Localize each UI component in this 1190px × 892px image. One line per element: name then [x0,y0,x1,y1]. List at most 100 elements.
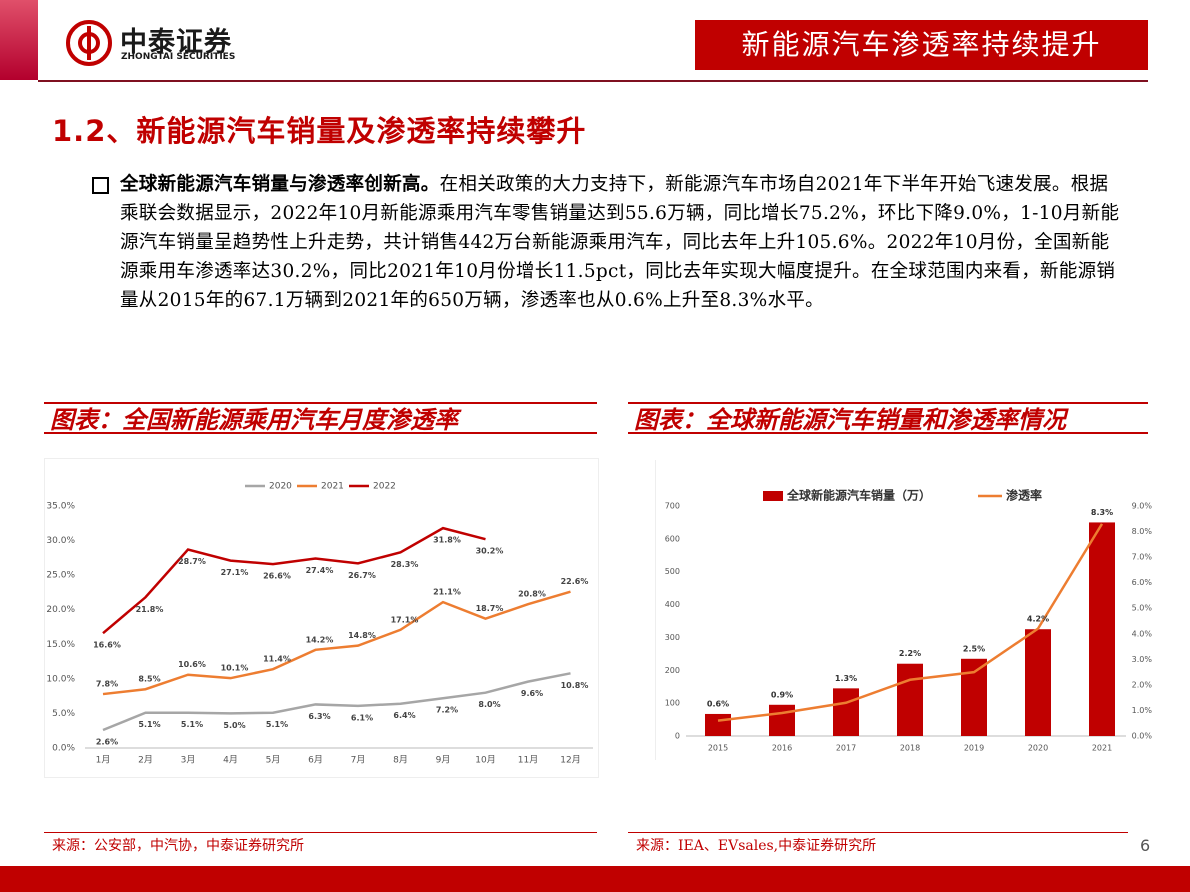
legend-label: 全球新能源汽车销量（万） [786,488,931,503]
x-tick-label: 2017 [836,744,856,753]
data-label: 18.7% [476,604,504,613]
y-tick-label: 300 [665,633,680,642]
logo-bar [87,26,91,60]
x-tick-label: 11月 [518,755,538,766]
data-label: 2.6% [96,738,118,747]
data-label: 30.2% [476,547,504,556]
x-tick-label: 4月 [223,755,238,766]
x-tick-label: 1月 [96,755,111,766]
x-tick-label: 2016 [772,744,792,753]
logo-ring [66,20,112,66]
data-label: 1.3% [835,674,857,683]
data-label: 16.6% [93,641,121,650]
data-label: 21.8% [136,605,164,614]
logo-subtext: ZHONGTAI SECURITIES [121,52,236,62]
data-label: 5.1% [181,720,203,729]
y-tick-label: 25.0% [46,571,75,581]
bar [961,658,987,736]
data-label: 8.3% [1091,508,1113,517]
data-label: 10.6% [178,660,206,669]
y2-tick-label: 2.0% [1132,680,1153,689]
x-tick-label: 10月 [475,755,495,766]
data-label: 0.6% [707,699,729,708]
data-label: 10.1% [221,664,249,673]
data-label: 20.8% [518,590,546,599]
legend-label: 2022 [373,482,396,492]
data-label: 26.7% [348,571,376,580]
x-tick-label: 12月 [560,755,580,766]
x-tick-label: 6月 [308,755,323,766]
data-label: 10.8% [561,681,589,690]
source-note: 来源：IEA、EVsales,中泰证券研究所 [628,832,1128,858]
y2-tick-label: 9.0% [1132,502,1153,511]
legend-label: 2021 [321,482,344,492]
data-label: 7.2% [436,706,458,715]
y2-tick-label: 5.0% [1132,604,1153,613]
data-label: 28.3% [391,560,419,569]
data-label: 6.4% [393,711,415,720]
data-label: 14.8% [348,631,376,640]
y-tick-label: 200 [665,666,680,675]
legend-swatch [763,491,783,501]
bar [1089,522,1115,736]
logo-text: 中泰证券 [120,27,232,58]
series-line [102,672,571,732]
data-label: 8.0% [478,700,500,709]
data-label: 17.1% [391,615,419,624]
y2-tick-label: 4.0% [1132,629,1153,638]
footer-bar [0,866,1190,892]
data-label: 14.2% [306,635,334,644]
y-tick-label: 100 [665,699,680,708]
data-label: 8.5% [138,675,160,684]
paragraph-lead: 全球新能源汽车销量与渗透率创新高。 [120,174,440,195]
bar [833,688,859,736]
y2-tick-label: 3.0% [1132,655,1153,664]
paragraph: 全球新能源汽车销量与渗透率创新高。在相关政策的大力支持下，新能源汽车市场自202… [120,170,1120,315]
data-label: 28.7% [178,557,206,566]
y2-tick-label: 8.0% [1132,527,1153,536]
data-label: 26.6% [263,572,291,581]
figure-caption: 图表：全球新能源汽车销量和渗透率情况 [628,402,1148,434]
x-tick-label: 2020 [1028,744,1048,753]
y2-tick-label: 0.0% [1132,732,1153,741]
data-label: 21.1% [433,588,461,597]
series-line [102,526,486,635]
bar [705,713,731,736]
data-label: 27.4% [306,566,334,575]
header-stripe [0,0,38,80]
banner: 新能源汽车渗透率持续提升 [695,20,1148,70]
data-label: 0.9% [771,690,793,699]
series-line [717,523,1104,722]
data-label: 31.8% [433,536,461,545]
bullet [92,177,109,194]
y2-tick-label: 7.0% [1132,553,1153,562]
y-tick-label: 0 [675,732,680,741]
paragraph-body: 在相关政策的大力支持下，新能源汽车市场自2021年下半年开始飞速发展。根据乘联会… [120,174,1120,311]
source-note: 来源：公安部，中汽协，中泰证券研究所 [44,832,597,858]
x-tick-label: 3月 [181,755,196,766]
y-tick-label: 700 [665,502,680,511]
data-label: 9.6% [521,689,543,698]
legend-label: 2020 [269,482,292,492]
x-tick-label: 2019 [964,744,984,753]
bar [897,663,923,736]
y-tick-label: 35.0% [46,502,75,512]
figure-caption: 图表：全国新能源乘用汽车月度渗透率 [44,402,597,434]
y-tick-label: 600 [665,534,680,543]
data-label: 5.0% [223,721,245,730]
x-tick-label: 2018 [900,744,920,753]
series-line [102,590,571,696]
y-tick-label: 30.0% [46,536,75,546]
data-label: 2.5% [963,644,985,653]
data-label: 2.2% [899,649,921,658]
chart: 0.0% 5.0% 10.0% 15.0% 20.0% 25.0% 30.0% 35.0% 1月… [44,458,599,778]
section-title: 1.2、新能源汽车销量及渗透率持续攀升 [52,114,587,148]
data-label: 5.1% [138,720,160,729]
data-label: 6.1% [351,713,373,722]
x-tick-label: 7月 [351,755,366,766]
y-tick-label: 15.0% [46,640,75,650]
x-tick-label: 9月 [436,755,451,766]
y-tick-label: 20.0% [46,605,75,615]
y2-tick-label: 6.0% [1132,578,1153,587]
